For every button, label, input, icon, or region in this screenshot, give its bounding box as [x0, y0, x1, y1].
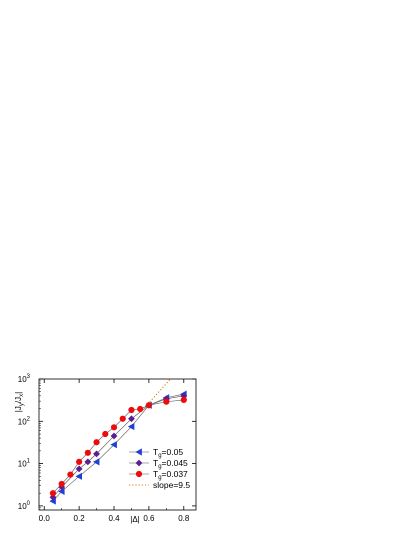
y-tick-base: 10: [18, 375, 27, 384]
data-point-series-3: [180, 396, 187, 404]
data-point-series-2: [93, 450, 100, 458]
y-tick-label: 103: [18, 374, 31, 384]
x-axis-label: |Δ|: [130, 515, 140, 524]
data-point-series-1: [92, 458, 100, 466]
data-point-series-3: [110, 424, 118, 431]
data-point-series-3: [102, 430, 109, 438]
legend-marker-2: [135, 459, 143, 467]
data-point-series-2: [128, 415, 135, 423]
y-axis-label-subscript: x: [19, 394, 25, 397]
y-tick-exponent: 3: [27, 374, 31, 380]
data-point-series-3: [49, 490, 57, 497]
y-axis-label-part: |J: [14, 406, 23, 412]
data-point-series-2: [49, 493, 57, 501]
x-tick-label: 0.4: [108, 514, 120, 523]
legend-label-2: Tg=0.045: [153, 458, 188, 470]
y-tick-exponent: 1: [27, 459, 31, 465]
y-axis-label-part: |: [14, 392, 23, 394]
series-markers: [49, 390, 188, 505]
y-tick-base: 10: [18, 502, 27, 511]
data-point-series-3: [137, 405, 144, 413]
y-tick-label: 102: [18, 416, 31, 426]
data-point-series-3: [67, 471, 74, 478]
data-point-series-3: [76, 458, 83, 465]
x-tick-label: 0.8: [178, 514, 190, 523]
data-point-series-1: [127, 422, 135, 431]
legend-label-subscript: g: [158, 453, 161, 459]
data-point-series-3: [163, 398, 170, 405]
legend-label-symbol: T: [153, 469, 158, 479]
plot-frame: [38, 378, 197, 511]
legend-label-subscript: g: [158, 475, 161, 481]
y-tick-exponent: 2: [27, 416, 31, 422]
data-point-series-1: [58, 487, 65, 496]
data-point-series-1: [110, 441, 117, 449]
data-point-series-2: [110, 432, 118, 440]
x-tick-label: 0.0: [39, 514, 51, 523]
legend-label-reference: slope=9.5: [153, 480, 190, 490]
y-axis-label-subscript: y: [19, 403, 25, 406]
data-point-series-3: [84, 449, 91, 456]
x-tick-labels: 0.0 0.2 0.4 0.6 0.8: [39, 514, 190, 523]
legend-label-value: =0.037: [162, 469, 189, 479]
x-tick-label: 0.6: [143, 514, 155, 523]
data-point-series-2: [180, 392, 188, 400]
data-point-series-3: [58, 480, 65, 488]
legend-label-3: Tg=0.037: [153, 469, 188, 481]
legend-marker-3: [135, 470, 143, 478]
y-axis-label: |Jy/Jx|: [14, 392, 25, 412]
legend-label-value: =0.045: [162, 458, 189, 468]
legend-marker-1: [135, 448, 142, 456]
data-point-series-3: [119, 415, 126, 422]
axis-ticks: [39, 378, 196, 511]
legend-label-1: Tg=0.05: [153, 447, 183, 459]
legend-label-symbol: T: [153, 458, 158, 468]
legend-label-subscript: g: [158, 464, 161, 470]
series-line-2: [52, 395, 184, 498]
data-point-series-2: [75, 465, 83, 473]
legend-label-symbol: T: [153, 447, 158, 457]
y-tick-label: 100: [18, 501, 31, 511]
y-tick-exponent: 0: [27, 501, 31, 507]
data-point-series-3: [93, 439, 100, 446]
y-tick-base: 10: [18, 417, 27, 426]
y-tick-label: 101: [18, 459, 31, 469]
y-axis-label-part: /J: [14, 397, 23, 403]
data-point-series-2: [84, 458, 92, 466]
data-point-series-3: [145, 402, 152, 409]
legend-label-value: =0.05: [162, 447, 184, 457]
data-point-series-1: [75, 472, 83, 480]
y-tick-base: 10: [18, 460, 27, 469]
x-tick-label: 0.2: [74, 514, 86, 523]
data-point-series-3: [128, 406, 135, 414]
